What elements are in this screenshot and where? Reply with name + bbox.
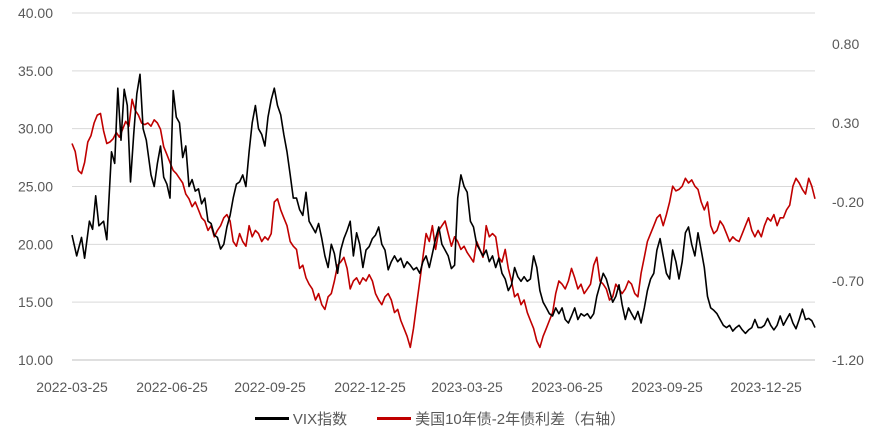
legend-swatch-vix <box>254 417 289 420</box>
x-axis-tick-label: 2022-06-25 <box>136 379 208 395</box>
left-axis-ticks: 40.00 35.00 30.00 25.00 20.00 15.00 10.00 <box>18 5 53 368</box>
left-axis-tick-label: 40.00 <box>18 5 53 21</box>
x-axis-tick-label: 2022-09-25 <box>234 379 306 395</box>
left-axis-tick-label: 10.00 <box>18 352 53 368</box>
x-axis-tick-label: 2023-12-25 <box>730 379 802 395</box>
right-axis-ticks: 0.80 0.30 -0.20 -0.70 -1.20 <box>832 36 864 368</box>
x-axis-tick-label: 2023-09-25 <box>631 379 703 395</box>
legend-item-spread: 美国10年债-2年债利差（右轴） <box>377 408 625 429</box>
legend-label-vix: VIX指数 <box>292 411 348 428</box>
spread-line <box>71 98 816 349</box>
left-axis-tick-label: 20.00 <box>18 236 53 252</box>
x-axis-ticks: 2022-03-25 2022-06-25 2022-09-25 2022-12-25… <box>36 379 802 395</box>
legend-item-vix: VIX指数 <box>254 408 348 429</box>
chart-legend: VIX指数 美国10年债-2年债利差（右轴） <box>0 408 880 429</box>
right-axis-tick-label: -0.20 <box>832 194 864 210</box>
x-axis-tick-label: 2023-06-25 <box>531 379 603 395</box>
right-axis-tick-label: -0.70 <box>832 273 864 289</box>
x-axis-tick-label: 2022-12-25 <box>334 379 406 395</box>
gridlines <box>72 12 815 361</box>
left-axis-tick-label: 30.00 <box>18 121 53 137</box>
left-axis-tick-label: 25.00 <box>18 179 53 195</box>
vix-line <box>71 73 816 335</box>
right-axis-tick-label: 0.30 <box>832 115 859 131</box>
legend-label-spread: 美国10年债-2年债利差（右轴） <box>415 411 626 428</box>
x-axis-tick-label: 2022-03-25 <box>36 379 108 395</box>
left-axis-tick-label: 15.00 <box>18 294 53 310</box>
left-axis-tick-label: 35.00 <box>18 63 53 79</box>
legend-swatch-spread <box>377 417 412 420</box>
x-axis-tick-label: 2023-03-25 <box>431 379 503 395</box>
right-axis-tick-label: -1.20 <box>832 352 864 368</box>
right-axis-tick-label: 0.80 <box>832 36 859 52</box>
